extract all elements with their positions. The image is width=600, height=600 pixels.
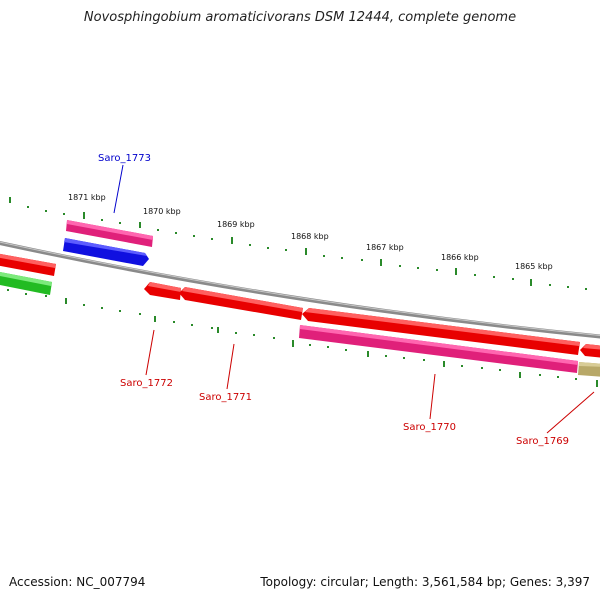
- tick-label: 1870 kbp: [143, 207, 181, 216]
- tick-label: 1871 kbp: [68, 193, 106, 202]
- gene-saro-1772[interactable]: [144, 282, 181, 300]
- leader-line-saro-1773: [113, 164, 124, 214]
- gene-tan-right[interactable]: [578, 362, 600, 377]
- genome-summary-text: Topology: circular; Length: 3,561,584 bp…: [260, 575, 590, 589]
- gene-red-left-1[interactable]: [0, 253, 56, 276]
- gene-label-saro-1769[interactable]: Saro_1769: [516, 436, 569, 447]
- inner-tick-track: [7, 289, 598, 387]
- gene-saro-1770-pink[interactable]: [299, 325, 578, 373]
- accession-text: Accession: NC_007794: [9, 575, 146, 589]
- outer-tick-track: [9, 197, 587, 290]
- leader-line-saro-1769: [546, 391, 595, 434]
- gene-label-saro-1770[interactable]: Saro_1770: [403, 422, 456, 433]
- page-title: Novosphingobium aromaticivorans DSM 1244…: [83, 10, 517, 25]
- gene-saro-1770-red[interactable]: [302, 308, 580, 355]
- tick-label: 1867 kbp: [366, 243, 404, 252]
- leader-line-saro-1770: [429, 373, 436, 420]
- genome-backbone-highlight: [0, 241, 600, 337]
- tick-label: 1866 kbp: [441, 253, 479, 262]
- tick-label: 1869 kbp: [217, 220, 255, 229]
- gene-saro-1771[interactable]: [179, 287, 303, 320]
- tick-label: 1865 kbp: [515, 262, 553, 271]
- leader-line-saro-1771: [226, 343, 235, 390]
- gene-saro-1769[interactable]: [580, 344, 600, 358]
- gene-label-saro-1772[interactable]: Saro_1772: [120, 378, 173, 389]
- gene-saro-1773-blue[interactable]: [63, 238, 149, 266]
- leader-line-saro-1772: [145, 329, 155, 376]
- gene-saro-1773-pink[interactable]: [66, 220, 153, 247]
- genome-backbone: [0, 241, 600, 339]
- gene-label-saro-1773[interactable]: Saro_1773: [98, 153, 151, 164]
- tick-label: 1868 kbp: [291, 232, 329, 241]
- gene-label-saro-1771[interactable]: Saro_1771: [199, 392, 252, 403]
- gene-green-left[interactable]: [0, 271, 52, 295]
